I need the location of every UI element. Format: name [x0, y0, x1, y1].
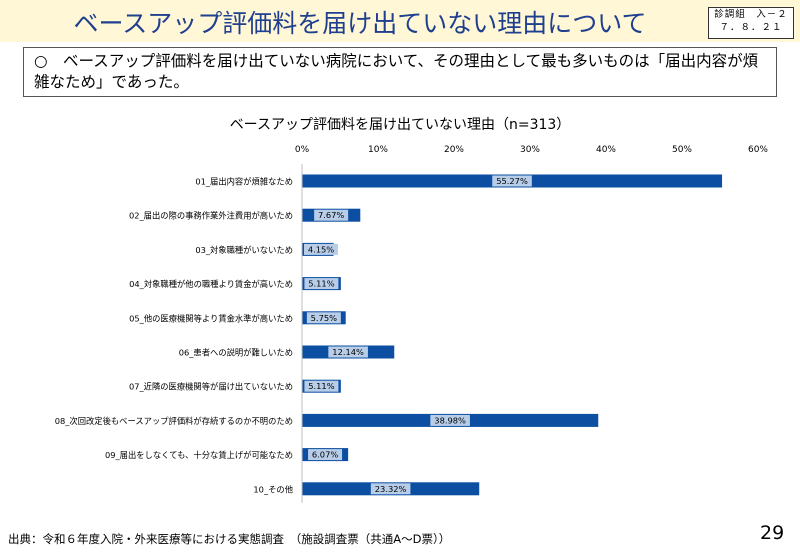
data-label-background	[304, 380, 339, 392]
category-label: 01_届出内容が煩雑なため	[195, 177, 293, 187]
x-tick-label: 40%	[596, 145, 616, 155]
document-reference-line-2: ７．８．２１	[719, 22, 783, 33]
x-tick-label: 0%	[295, 145, 310, 155]
data-label-background	[430, 414, 470, 426]
summary-text: ○ ベースアップ評価料を届け出ていない病院において、その理由として最も多いものは…	[34, 51, 768, 93]
data-label: 23.32%	[375, 484, 407, 494]
data-label: 6.07%	[312, 450, 338, 460]
document-reference-box: 診調組 入－２ ７．８．２１	[708, 7, 794, 39]
source-note: 出典：令和６年度入院・外来医療等における実態調査 （施設調査票（共通A～D票））	[8, 532, 451, 546]
x-tick-label: 10%	[368, 145, 388, 155]
category-label: 08_次回改定後もベースアップ評価料が存続するのか不明のため	[55, 416, 293, 426]
data-label: 7.67%	[318, 210, 344, 220]
x-tick-label: 60%	[748, 145, 768, 155]
category-label: 04_対象職種が他の職種より賃金が高いため	[129, 279, 293, 289]
data-label-background	[314, 209, 349, 221]
data-label: 5.75%	[311, 313, 337, 323]
data-label: 4.15%	[308, 244, 334, 254]
category-label: 09_届出をしなくても、十分な賃上げが可能なため	[105, 450, 293, 460]
slide-title: ベースアップ評価料を届け出ていない理由について	[73, 9, 647, 38]
category-label: 02_届出の際の事務作業外注費用が高いため	[129, 211, 293, 221]
document-reference-line-1: 診調組 入－２	[714, 9, 788, 20]
data-label: 5.11%	[308, 279, 334, 289]
x-tick-label: 30%	[520, 145, 540, 155]
data-label: 55.27%	[496, 176, 528, 186]
category-label: 05_他の医療機関等より賃金水準が高いため	[129, 313, 293, 323]
data-label-background	[304, 243, 338, 255]
category-label: 07_近隣の医療機関等が届け出ていないため	[129, 382, 293, 392]
summary-bullet: ○	[34, 52, 48, 70]
chart-title: ベースアップ評価料を届け出ていない理由（n=313）	[229, 117, 571, 133]
data-label: 5.11%	[308, 381, 334, 391]
data-label: 12.14%	[332, 347, 364, 357]
page-number: 29	[760, 522, 785, 544]
category-label: 06_患者への説明が難しいため	[179, 348, 293, 358]
category-label: 03_対象職種がいないため	[195, 245, 293, 255]
data-label-background	[304, 278, 339, 290]
category-label: 10_その他	[253, 484, 293, 494]
data-label-background	[328, 346, 368, 358]
data-label-background	[370, 483, 411, 495]
x-tick-label: 20%	[444, 145, 464, 155]
data-label-background	[308, 449, 343, 461]
data-label: 38.98%	[434, 415, 466, 425]
x-tick-label: 50%	[672, 145, 692, 155]
data-label-background	[306, 312, 341, 324]
summary-body: ベースアップ評価料を届け出ていない病院において、その理由として最も多いものは「届…	[34, 52, 759, 91]
data-label-background	[492, 175, 532, 187]
summary-box: ○ ベースアップ評価料を届け出ていない病院において、その理由として最も多いものは…	[23, 47, 777, 97]
title-band	[0, 0, 800, 42]
